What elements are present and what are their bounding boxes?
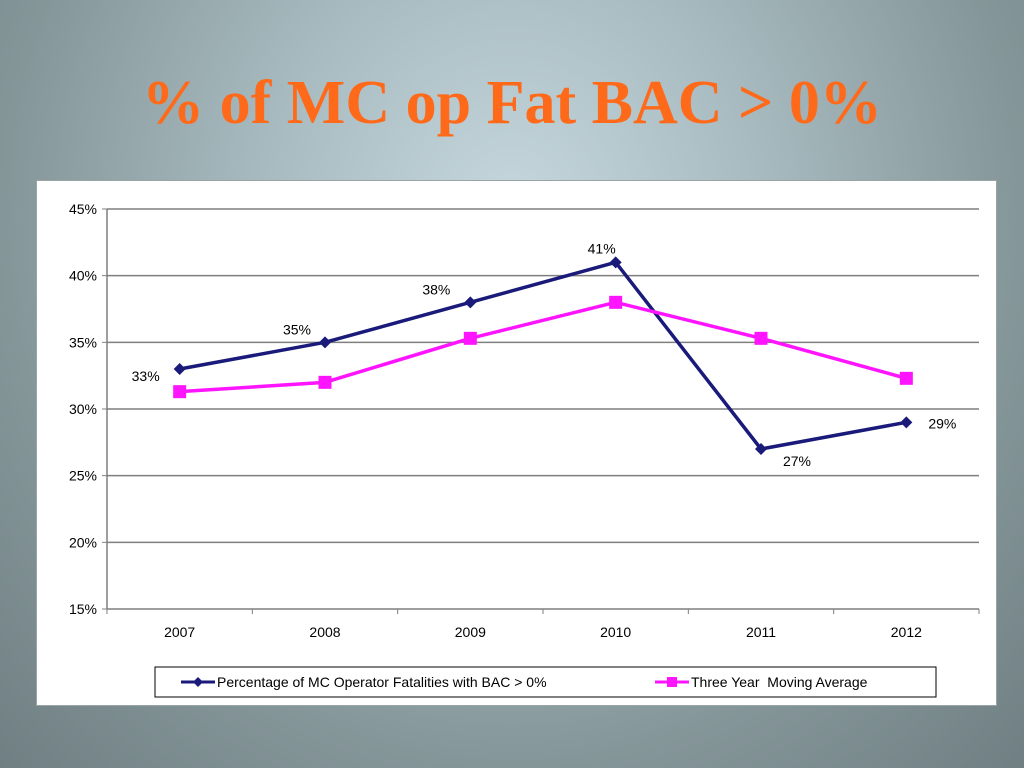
x-tick-label: 2012 (891, 624, 922, 640)
legend-item-bac: Percentage of MC Operator Fatalities wit… (217, 674, 547, 690)
data-point-square (463, 331, 477, 345)
data-point-square (173, 385, 187, 399)
series (173, 256, 913, 455)
data-label: 38% (422, 281, 450, 297)
data-point-diamond (464, 296, 477, 309)
legend-box (154, 666, 937, 698)
data-point-square (609, 295, 623, 309)
data-labels: 33% 35% 38% 41% 27% 29% (132, 240, 957, 469)
data-label: 41% (588, 240, 616, 256)
x-tick-label: 2009 (455, 624, 486, 640)
data-label: 35% (283, 321, 311, 337)
y-tick-label: 35% (69, 334, 97, 350)
data-point-diamond (319, 336, 331, 349)
data-point-square (899, 371, 913, 385)
axes: 15% 20% 25% 30% 35% 40% 45% 2007 2008 2009 2010 201… (69, 201, 980, 640)
series-line-bac (179, 260, 907, 451)
legend: Percentage of MC Operator Fatalities wit… (154, 666, 937, 698)
x-tick-label: 2010 (600, 624, 631, 640)
legend-marker-diamond (193, 677, 203, 687)
y-tick-label: 25% (69, 468, 97, 484)
data-label: 27% (783, 453, 811, 469)
slide-title: % of MC op Fat BAC > 0% (142, 69, 882, 137)
line-chart: 15% 20% 25% 30% 35% 40% 45% 2007 2008 2009 2010 201… (69, 201, 980, 698)
legend-marker-square (667, 677, 677, 687)
x-tick-label: 2008 (309, 624, 340, 640)
y-tick-label: 40% (69, 268, 97, 284)
data-point-square (318, 375, 332, 389)
data-point-diamond (755, 443, 767, 455)
gridlines (107, 208, 979, 544)
x-tick-label: 2007 (164, 624, 195, 640)
data-point-square (754, 331, 768, 345)
data-point-diamond (609, 256, 622, 269)
y-tick-label: 45% (69, 201, 97, 217)
chart-panel: 15% 20% 25% 30% 35% 40% 45% 2007 2008 2009 2010 201… (36, 180, 997, 706)
legend-item-moving-average: Three Year Moving Average (691, 674, 868, 690)
data-point-diamond (900, 416, 913, 429)
series-line-moving-average (179, 300, 907, 394)
y-tick-label: 30% (69, 401, 97, 417)
data-label: 33% (132, 368, 160, 384)
y-tick-label: 15% (69, 601, 97, 617)
x-tick-label: 2011 (746, 624, 776, 640)
y-tick-label: 20% (69, 534, 97, 550)
data-label: 29% (928, 415, 956, 431)
data-point-diamond (173, 363, 186, 375)
